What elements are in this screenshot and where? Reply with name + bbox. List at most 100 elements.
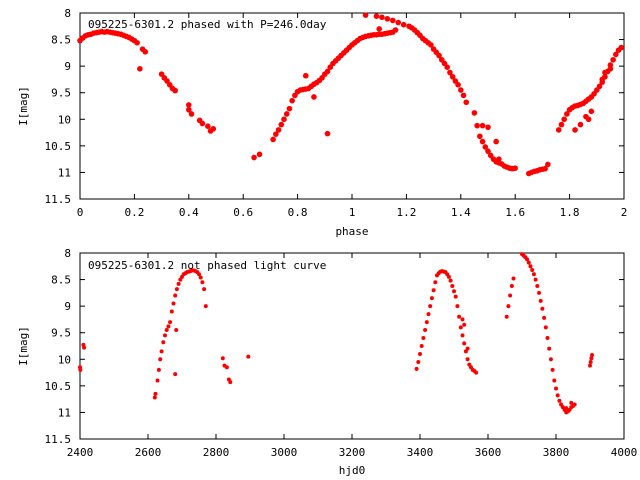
data-point [210, 126, 217, 132]
data-point [174, 328, 179, 333]
data-point [618, 44, 625, 51]
data-point [588, 108, 595, 115]
data-point [555, 393, 560, 398]
phased-light-curve-panel: 0 0.2 0.4 0.6 0.8 1 1.2 1.4 1.6 1.8 2 8 8.5 9 9.5 10 10… [17, 7, 627, 238]
data-point [414, 366, 419, 371]
data-point [362, 12, 369, 18]
chart-title-bottom: 095225-6301.2 not phased light curve [88, 259, 326, 272]
x-tick-label: 2 [621, 206, 628, 219]
data-point [538, 298, 543, 303]
data-point [613, 51, 619, 58]
data-point [554, 386, 558, 391]
data-point [485, 124, 491, 131]
data-point [251, 154, 257, 161]
x-axis-ticks-bottom: 2400 2600 2800 3000 3200 3400 3600 3800 4000 [67, 253, 637, 459]
y-tick-label: 11 [58, 406, 71, 419]
data-point [163, 333, 167, 338]
data-point [205, 123, 211, 129]
y-tick-label: 9 [64, 300, 71, 313]
data-point [392, 27, 399, 33]
data-point [275, 127, 282, 133]
data-point [137, 66, 143, 72]
x-tick-label: 1 [349, 206, 356, 219]
data-point [203, 304, 208, 309]
data-point [416, 359, 421, 364]
x-axis-ticks-top: 0 0.2 0.4 0.6 0.8 1 1.2 1.4 1.6 1.8 2 [77, 13, 628, 219]
data-point [82, 345, 87, 350]
data-point [186, 106, 192, 113]
data-point [588, 363, 592, 368]
y-tick-label: 11.5 [45, 193, 72, 206]
data-point [555, 127, 562, 133]
x-axis-label-top: phase [335, 225, 368, 238]
data-point [460, 317, 465, 322]
data-point [493, 138, 499, 145]
data-point [479, 122, 486, 129]
y-tick-label: 10.5 [45, 380, 72, 393]
data-point [281, 116, 287, 123]
data-point [424, 320, 429, 325]
data-point [200, 280, 205, 285]
data-point [173, 293, 178, 298]
data-point [373, 13, 380, 19]
data-point [199, 120, 206, 127]
data-point [161, 340, 166, 345]
data-point [78, 367, 83, 372]
data-point [168, 320, 173, 325]
data-point [220, 356, 225, 361]
data-point [590, 353, 595, 358]
data-point [256, 151, 263, 158]
y-tick-label: 10 [58, 353, 71, 366]
data-point [572, 402, 577, 407]
data-point [152, 395, 157, 400]
y-tick-label: 11.5 [45, 433, 72, 446]
x-tick-label: 3800 [543, 446, 570, 459]
data-point [531, 272, 536, 277]
data-point [418, 351, 422, 356]
x-tick-label: 3400 [407, 446, 434, 459]
data-point [302, 72, 309, 79]
data-point [228, 380, 233, 385]
data-point [419, 344, 424, 348]
y-tick-label: 10.5 [45, 140, 72, 153]
data-point [158, 357, 163, 362]
data-point [421, 336, 426, 341]
data-point [429, 296, 434, 301]
data-point [173, 372, 178, 377]
data-point [460, 92, 467, 99]
data-point [324, 130, 331, 137]
data-point [379, 14, 385, 21]
data-point [455, 304, 460, 309]
data-point [455, 81, 461, 88]
data-point [533, 277, 538, 282]
y-tick-label: 8.5 [51, 34, 71, 47]
y-tick-label: 9 [64, 60, 71, 73]
data-point [550, 367, 555, 372]
y-tick-label: 10 [58, 113, 71, 126]
x-tick-label: 0.6 [233, 206, 253, 219]
data-point [474, 370, 479, 375]
x-tick-label: 2800 [203, 446, 230, 459]
data-point [535, 283, 540, 288]
y-axis-label-bottom: I[mag] [17, 326, 30, 366]
data-point [596, 83, 603, 90]
data-point [171, 301, 176, 306]
data-point [390, 17, 396, 24]
data-point [564, 111, 570, 117]
data-point [474, 122, 480, 129]
y-tick-label: 8 [64, 247, 71, 260]
data-point [202, 287, 207, 292]
data-points-bottom [78, 252, 595, 415]
data-point [273, 131, 279, 137]
data-point [599, 76, 606, 83]
data-point [134, 39, 140, 46]
data-point [545, 161, 551, 168]
data-point [142, 48, 149, 55]
data-point [528, 264, 533, 269]
data-point [164, 328, 169, 333]
data-point [477, 133, 483, 140]
data-point [431, 288, 436, 293]
data-point [564, 406, 569, 411]
